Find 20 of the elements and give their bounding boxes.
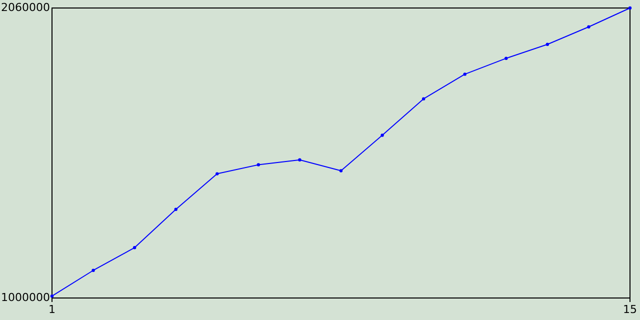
point (92, 268, 95, 272)
point (628, 6, 632, 10)
point (504, 56, 508, 60)
point (298, 158, 302, 162)
point (132, 246, 136, 250)
point (174, 208, 178, 211)
line-series (50, 6, 632, 298)
x-tick-label: 15 (623, 303, 637, 316)
x-tick-label: 1 (48, 303, 56, 316)
y-tick-label: 1000000 (1, 291, 50, 304)
point (587, 25, 590, 28)
point (380, 134, 384, 137)
point (50, 294, 54, 298)
point (546, 42, 550, 46)
point (339, 169, 343, 172)
y-tick-label: 2060000 (1, 1, 50, 14)
point (422, 97, 426, 100)
point (256, 163, 260, 166)
point (463, 72, 466, 76)
point (216, 172, 219, 176)
